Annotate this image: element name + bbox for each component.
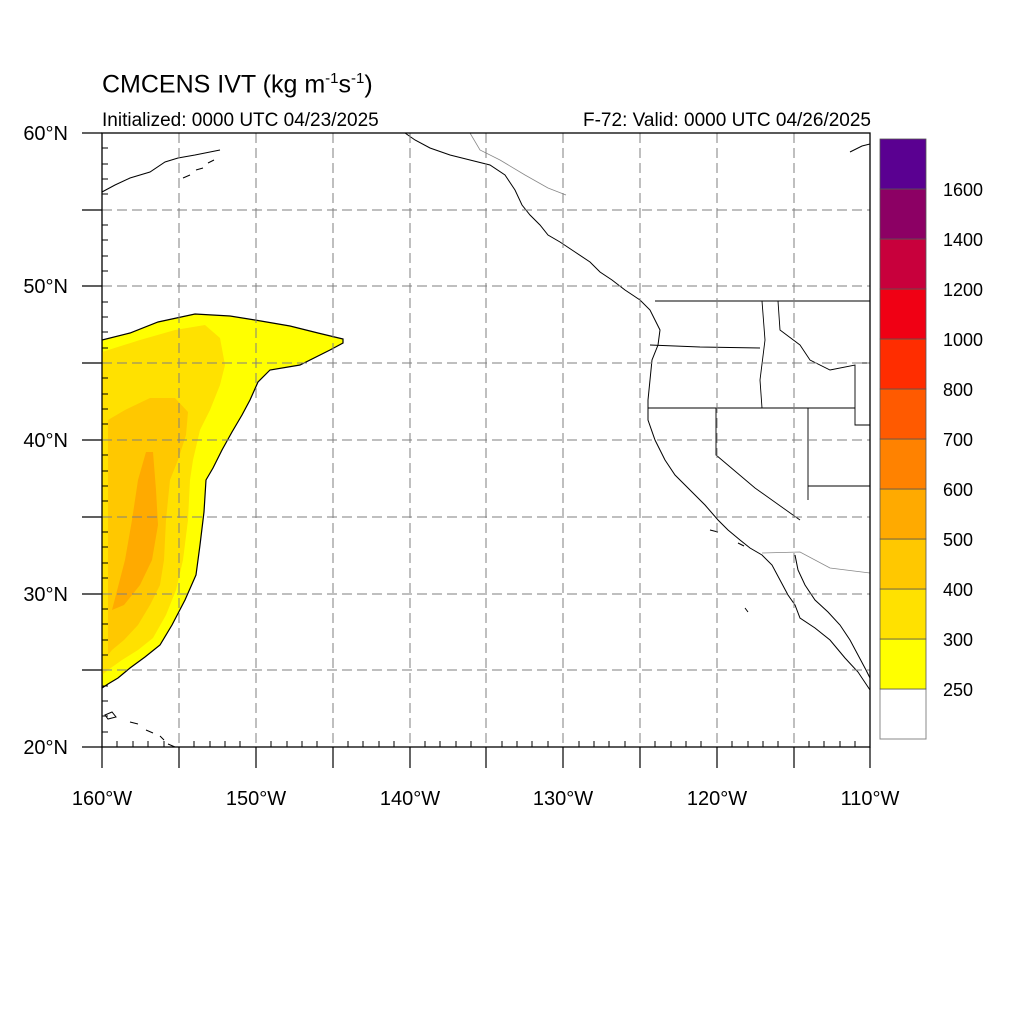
lon-label: 110°W [841, 788, 900, 810]
alaska-coast [102, 149, 221, 193]
colorbar-label: 800 [943, 380, 973, 400]
nevada-california-border [715, 408, 801, 521]
lon-label: 150°W [226, 788, 286, 810]
lat-label: 40°N [23, 430, 68, 452]
grid-lines [102, 133, 870, 747]
ivt-plume [102, 313, 344, 689]
lat-label: 30°N [23, 584, 68, 606]
coastlines [102, 133, 870, 747]
colorbar-box [879, 438, 927, 490]
colorbar-box [879, 238, 927, 290]
colorbar-label: 1200 [943, 280, 983, 300]
minor-ticks [102, 147, 856, 747]
colorbar-box [879, 188, 927, 240]
valid-time-label: F-72: Valid: 0000 UTC 04/26/2025 [583, 110, 871, 131]
colorbar-box [879, 388, 927, 440]
map-frame [101, 132, 871, 748]
idaho-west-border [759, 300, 766, 409]
lon-label: 130°W [533, 788, 593, 810]
colorbar-label: 1400 [943, 230, 983, 250]
hudson-coast [849, 143, 870, 153]
hawaii-islands [104, 711, 176, 747]
lat-label: 20°N [23, 737, 68, 759]
colorbar-box [879, 538, 927, 590]
latitude-labels: 60°N 50°N 40°N 30°N 20°N [23, 123, 68, 759]
lon-label: 140°W [380, 788, 440, 810]
colorbar-box [879, 638, 927, 690]
state-borders [648, 300, 870, 521]
lon-label: 160°W [72, 788, 132, 810]
lat-label: 50°N [23, 276, 68, 298]
montana-border [777, 300, 870, 426]
north-america-coast [404, 133, 870, 691]
colorbar-label: 500 [943, 530, 973, 550]
major-ticks [82, 132, 871, 768]
colorbar-label: 300 [943, 630, 973, 650]
map-title: CMCENS IVT (kg m-1s-1) [102, 70, 373, 99]
colorbar-label: 250 [943, 680, 973, 700]
provincial-borders [469, 133, 870, 574]
colorbar-label: 1600 [943, 180, 983, 200]
aleutian-islands [182, 159, 215, 179]
init-time-label: Initialized: 0000 UTC 04/23/2025 [102, 110, 379, 131]
colorbar-label: 1000 [943, 330, 983, 350]
colorbar: 250 300 400 500 600 700 800 1000 1200 1400 1600 [879, 138, 983, 740]
colorbar-box [879, 488, 927, 540]
colorbar-label: 700 [943, 430, 973, 450]
colorbar-box [879, 288, 927, 340]
baja-coast [794, 554, 870, 679]
lon-label: 120°W [687, 788, 747, 810]
ivt-shade-500 [112, 452, 158, 610]
lat-label: 60°N [23, 123, 68, 145]
colorbar-box [879, 588, 927, 640]
colorbar-box [879, 138, 927, 190]
colorbar-label: 600 [943, 480, 973, 500]
oregon-north-border [649, 344, 761, 349]
longitude-labels: 160°W 150°W 140°W 130°W 120°W 110°W [72, 788, 900, 810]
mexico-state-line [761, 551, 870, 574]
colorbar-label: 400 [943, 580, 973, 600]
colorbar-box [879, 338, 927, 390]
alaska-canada-border [469, 133, 567, 196]
colorbar-box-below [879, 688, 927, 740]
